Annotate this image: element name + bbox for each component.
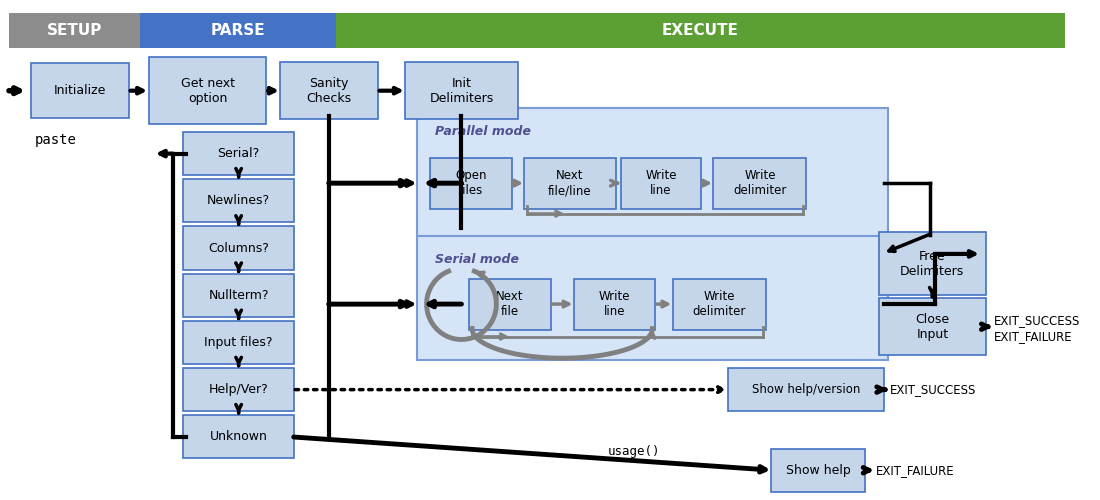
FancyBboxPatch shape — [31, 63, 129, 118]
Text: Init
Delimiters: Init Delimiters — [429, 76, 494, 104]
Text: EXIT_SUCCESS: EXIT_SUCCESS — [890, 383, 976, 396]
Text: paste: paste — [35, 133, 77, 147]
Text: EXIT_SUCCESS: EXIT_SUCCESS — [994, 314, 1080, 328]
FancyBboxPatch shape — [9, 13, 140, 49]
Text: Unknown: Unknown — [210, 430, 267, 444]
FancyBboxPatch shape — [728, 368, 884, 412]
FancyBboxPatch shape — [470, 278, 551, 330]
FancyBboxPatch shape — [279, 62, 377, 119]
FancyBboxPatch shape — [184, 368, 294, 412]
FancyBboxPatch shape — [879, 232, 986, 295]
Text: Columns?: Columns? — [208, 242, 270, 254]
FancyBboxPatch shape — [184, 415, 294, 459]
Text: EXIT_FAILURE: EXIT_FAILURE — [994, 330, 1072, 343]
FancyBboxPatch shape — [673, 278, 766, 330]
Text: Write
delimiter: Write delimiter — [693, 290, 746, 318]
FancyBboxPatch shape — [336, 13, 1065, 49]
FancyBboxPatch shape — [184, 226, 294, 270]
FancyBboxPatch shape — [879, 298, 986, 355]
Text: PARSE: PARSE — [210, 23, 265, 38]
Text: Parallel mode: Parallel mode — [436, 125, 531, 138]
Text: Free
Delimiters: Free Delimiters — [900, 250, 965, 278]
Text: Write
delimiter: Write delimiter — [734, 169, 786, 197]
Text: Initialize: Initialize — [54, 84, 106, 97]
Text: Newlines?: Newlines? — [207, 194, 271, 207]
FancyBboxPatch shape — [430, 158, 512, 208]
Text: Open
files: Open files — [455, 169, 487, 197]
Text: Help/Ver?: Help/Ver? — [209, 383, 268, 396]
Text: Next
file: Next file — [496, 290, 524, 318]
FancyBboxPatch shape — [525, 158, 616, 208]
Text: Next
file/line: Next file/line — [548, 169, 592, 197]
Text: usage(): usage() — [607, 445, 660, 458]
FancyBboxPatch shape — [770, 448, 866, 492]
Text: Serial mode: Serial mode — [436, 253, 519, 266]
FancyBboxPatch shape — [184, 179, 294, 222]
Text: Write
line: Write line — [598, 290, 630, 318]
Text: SETUP: SETUP — [46, 23, 102, 38]
FancyBboxPatch shape — [184, 321, 294, 364]
FancyBboxPatch shape — [148, 58, 266, 124]
Text: Serial?: Serial? — [218, 147, 260, 160]
FancyBboxPatch shape — [417, 108, 888, 236]
Text: Input files?: Input files? — [205, 336, 273, 349]
Text: Get next
option: Get next option — [180, 76, 234, 104]
Text: Show help/version: Show help/version — [752, 383, 860, 396]
FancyBboxPatch shape — [140, 13, 336, 49]
Text: Show help: Show help — [785, 464, 850, 477]
FancyBboxPatch shape — [714, 158, 806, 208]
Text: EXECUTE: EXECUTE — [662, 23, 739, 38]
Text: Write
line: Write line — [646, 169, 676, 197]
FancyBboxPatch shape — [184, 132, 294, 176]
FancyBboxPatch shape — [405, 62, 518, 119]
Text: EXIT_FAILURE: EXIT_FAILURE — [876, 464, 955, 477]
FancyBboxPatch shape — [417, 236, 888, 360]
FancyBboxPatch shape — [184, 274, 294, 317]
Text: Close
Input: Close Input — [915, 312, 949, 340]
Text: Nullterm?: Nullterm? — [208, 288, 268, 302]
FancyBboxPatch shape — [574, 278, 656, 330]
Text: Sanity
Checks: Sanity Checks — [306, 76, 351, 104]
FancyBboxPatch shape — [621, 158, 701, 208]
